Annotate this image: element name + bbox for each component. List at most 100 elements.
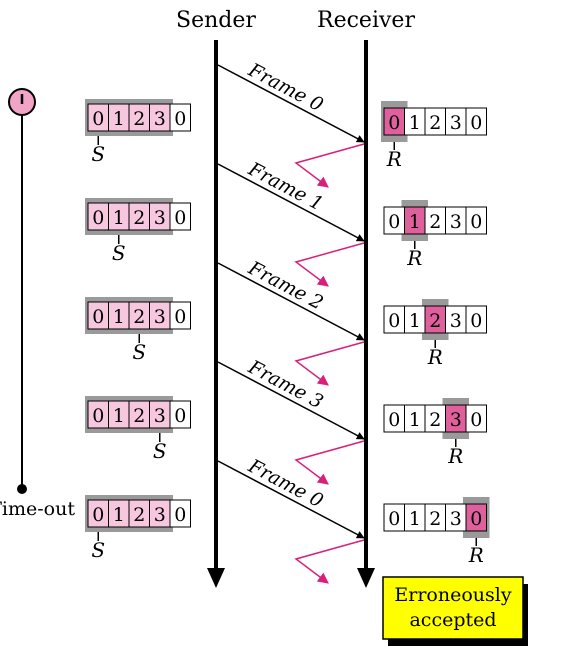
- sender-seq-number: 3: [154, 504, 166, 526]
- lost-ack-arrow: [294, 242, 365, 287]
- receiver-pointer-r: R: [427, 345, 443, 369]
- frame-label: Frame 2: [244, 257, 327, 315]
- sender-seq-number: 0: [174, 504, 186, 526]
- lost-ack-arrow: [294, 341, 365, 386]
- sender-seq-number: 2: [133, 108, 145, 130]
- erroneously-accepted-note: [382, 576, 524, 640]
- frame-label: Frame 3: [244, 356, 327, 414]
- sender-seq-number: 2: [133, 504, 145, 526]
- frame-arrow: [217, 163, 365, 242]
- sender-seq-number: 0: [92, 504, 104, 526]
- frame-arrow: [217, 262, 365, 341]
- receiver-timeline-arrowhead: [357, 568, 375, 588]
- frame-label: Frame 1: [244, 158, 327, 216]
- sender-seq-number: 0: [92, 108, 104, 130]
- receiver-seq-number: 2: [429, 112, 441, 134]
- sender-seq-number: 1: [113, 108, 125, 130]
- note-line-1: Erroneously: [394, 584, 511, 606]
- frame-arrow: [217, 361, 365, 440]
- receiver-seq-number: 0: [388, 508, 400, 530]
- sender-seq-cell: [169, 499, 191, 528]
- receiver-seq-number: 0: [470, 112, 482, 134]
- receiver-seq-number: 3: [450, 310, 462, 332]
- receiver-seq-number: 0: [388, 310, 400, 332]
- receiver-seq-number: 0: [388, 112, 400, 134]
- note-line-2: accepted: [409, 609, 496, 631]
- sender-seq-cell: [169, 301, 191, 330]
- sender-seq-number: 2: [133, 405, 145, 427]
- receiver-seq-number: 1: [409, 310, 421, 332]
- frame-label: Frame 0: [244, 455, 327, 513]
- receiver-seq-number: 1: [409, 112, 421, 134]
- sender-seq-number: 1: [113, 405, 125, 427]
- receiver-seq-number: 2: [429, 211, 441, 233]
- sender-seq-number: 3: [154, 108, 166, 130]
- receiver-seq-number: 1: [409, 409, 421, 431]
- sender-seq-cell: [169, 400, 191, 429]
- receiver-header: Receiver: [317, 8, 415, 33]
- sender-pointer-s: S: [91, 142, 105, 166]
- receiver-seq-cell: [465, 503, 487, 532]
- sender-seq-number: 2: [133, 207, 145, 229]
- sender-pointer-s: S: [153, 439, 167, 463]
- timer-end-dot: [17, 484, 27, 494]
- sender-header: Sender: [176, 8, 256, 33]
- lost-ack-arrow: [294, 539, 365, 584]
- sender-seq-cell: [169, 103, 191, 132]
- sender-seq-number: 1: [113, 504, 125, 526]
- sender-pointer-s: S: [91, 538, 105, 562]
- receiver-seq-number: 3: [450, 112, 462, 134]
- sender-seq-number: 0: [174, 306, 186, 328]
- sender-seq-number: 1: [113, 207, 125, 229]
- sender-seq-number: 2: [133, 306, 145, 328]
- receiver-seq-number: 0: [388, 211, 400, 233]
- receiver-seq-number: 0: [470, 409, 482, 431]
- receiver-seq-number: 0: [470, 508, 482, 530]
- sender-pointer-s: S: [112, 241, 126, 265]
- receiver-seq-cell: [465, 206, 487, 235]
- sender-seq-number: 0: [92, 405, 104, 427]
- receiver-seq-number: 1: [409, 211, 421, 233]
- receiver-seq-number: 3: [450, 508, 462, 530]
- lost-ack-arrow: [294, 440, 365, 485]
- sender-seq-number: 3: [154, 306, 166, 328]
- frame-label: Frame 0: [244, 59, 327, 117]
- timeout-label: Time-out: [0, 498, 75, 520]
- receiver-seq-number: 1: [409, 508, 421, 530]
- receiver-seq-number: 0: [388, 409, 400, 431]
- receiver-pointer-r: R: [447, 444, 463, 468]
- sender-seq-number: 3: [154, 405, 166, 427]
- receiver-pointer-r: R: [386, 147, 402, 171]
- receiver-seq-number: 0: [470, 310, 482, 332]
- receiver-pointer-r: R: [406, 246, 422, 270]
- receiver-seq-number: 3: [450, 211, 462, 233]
- sender-seq-number: 1: [113, 306, 125, 328]
- receiver-seq-cell: [465, 305, 487, 334]
- receiver-seq-cell: [465, 107, 487, 136]
- receiver-seq-number: 0: [470, 211, 482, 233]
- receiver-seq-number: 3: [450, 409, 462, 431]
- lost-ack-arrow: [294, 143, 365, 188]
- receiver-seq-number: 2: [429, 310, 441, 332]
- sender-seq-number: 0: [174, 108, 186, 130]
- sender-seq-number: 0: [174, 207, 186, 229]
- sender-seq-number: 3: [154, 207, 166, 229]
- receiver-seq-number: 2: [429, 409, 441, 431]
- receiver-seq-cell: [465, 404, 487, 433]
- receiver-seq-number: 2: [429, 508, 441, 530]
- sender-seq-number: 0: [92, 207, 104, 229]
- receiver-pointer-r: R: [468, 543, 484, 567]
- sender-timeline-arrowhead: [207, 568, 225, 588]
- sender-seq-cell: [169, 202, 191, 231]
- sender-seq-number: 0: [92, 306, 104, 328]
- sender-pointer-s: S: [132, 340, 146, 364]
- sender-seq-number: 0: [174, 405, 186, 427]
- frame-arrow: [217, 64, 365, 143]
